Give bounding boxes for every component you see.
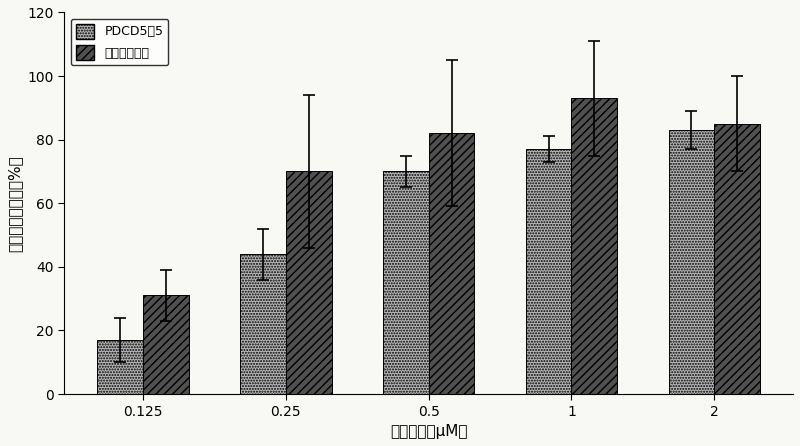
- Bar: [571, 98, 617, 394]
- Bar: [98, 340, 143, 394]
- X-axis label: 样品浓度（μM）: 样品浓度（μM）: [390, 424, 467, 439]
- Bar: [669, 130, 714, 394]
- Bar: [429, 133, 474, 394]
- Legend: PDCD5－5, 盐酸金刚乙胺: PDCD5－5, 盐酸金刚乙胺: [70, 19, 168, 66]
- Bar: [240, 254, 286, 394]
- Y-axis label: 细胞病变抑制率（%）: 细胞病变抑制率（%）: [7, 155, 22, 252]
- Bar: [526, 149, 571, 394]
- Bar: [286, 171, 331, 394]
- Bar: [383, 171, 429, 394]
- Bar: [714, 124, 760, 394]
- Bar: [143, 296, 189, 394]
